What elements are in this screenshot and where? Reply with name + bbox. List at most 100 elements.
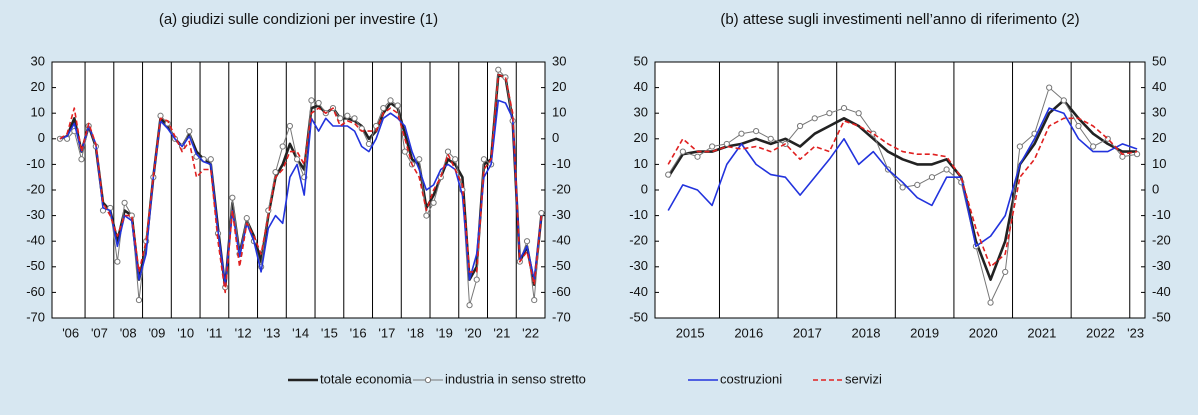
y-tick-label: -40 (26, 233, 45, 248)
x-tick-label: '09 (148, 325, 165, 340)
y2-tick-label: 30 (1152, 105, 1166, 120)
y-tick-label: -10 (629, 207, 648, 222)
series-marker (943, 166, 950, 173)
series-marker (531, 296, 538, 304)
x-tick-label: 2018 (852, 325, 881, 340)
y-tick-label: -30 (26, 207, 45, 222)
series-marker (416, 156, 423, 163)
series-line (667, 107, 1138, 248)
series-line (667, 99, 1138, 281)
series-marker (709, 143, 716, 150)
series-marker (987, 299, 994, 306)
series-marker (286, 122, 293, 130)
y2-tick-label: 30 (552, 53, 566, 68)
series-marker (840, 104, 848, 112)
y-tick-label: 50 (634, 53, 648, 68)
plot-area (655, 62, 1145, 318)
x-tick-label: 2019 (910, 325, 939, 340)
y2-tick-label: -30 (552, 207, 571, 222)
series-line (59, 69, 542, 306)
y-tick-label: -50 (629, 309, 648, 324)
series-marker (796, 122, 804, 130)
y2-tick-label: -40 (552, 233, 571, 248)
legend-marker (424, 376, 432, 384)
x-tick-label: '21 (493, 325, 510, 340)
x-tick-label: '17 (378, 325, 395, 340)
x-tick-label: '16 (350, 325, 367, 340)
y-tick-label: 10 (634, 156, 648, 171)
y-tick-label: 30 (634, 105, 648, 120)
series-marker (186, 128, 193, 135)
series-marker (538, 209, 545, 217)
series-marker (1002, 268, 1009, 276)
y-tick-label: -10 (26, 156, 45, 171)
y-tick-label: -40 (629, 284, 648, 299)
series-marker (767, 135, 774, 142)
series-marker (279, 143, 286, 150)
legend-label: servizi (845, 371, 882, 386)
series-line (59, 74, 543, 294)
series-marker (337, 115, 344, 122)
series-marker (114, 258, 121, 265)
x-tick-label: '15 (321, 325, 338, 340)
plot-area (52, 62, 545, 318)
y2-tick-label: -30 (1152, 258, 1171, 273)
x-tick-label: '11 (206, 325, 222, 340)
x-tick-label: '23 (1127, 325, 1144, 340)
x-tick-label: 2020 (969, 325, 998, 340)
x-tick-label: '19 (436, 325, 453, 340)
y-tick-label: -20 (26, 181, 45, 196)
series-line (59, 99, 543, 286)
x-tick-label: '20 (465, 325, 482, 340)
series-marker (78, 156, 85, 163)
series-marker (365, 140, 373, 148)
y2-tick-label: 20 (1152, 130, 1166, 145)
y2-tick-label: -10 (552, 156, 571, 171)
series-marker (1016, 143, 1023, 150)
series-marker (444, 148, 452, 155)
x-tick-label: '18 (407, 325, 424, 340)
y2-tick-label: 0 (1152, 181, 1159, 196)
series-marker (466, 302, 473, 309)
chart-title: (a) giudizi sulle condizioni per investi… (159, 11, 438, 28)
legend-label: industria in senso stretto (445, 371, 586, 386)
y-tick-label: -70 (26, 309, 45, 324)
series-marker (811, 115, 818, 122)
series-marker (243, 215, 250, 222)
y2-tick-label: 20 (552, 79, 566, 94)
series-marker (1046, 84, 1053, 91)
series-marker (738, 130, 745, 137)
y-tick-label: 20 (31, 79, 45, 94)
series-marker (452, 156, 459, 163)
x-tick-label: '08 (120, 325, 137, 340)
y-tick-label: -30 (629, 258, 648, 273)
series-marker (229, 194, 236, 201)
x-tick-label: 2015 (676, 325, 705, 340)
y2-tick-label: -70 (552, 309, 571, 324)
y2-tick-label: -50 (1152, 309, 1171, 324)
y2-tick-label: -50 (552, 258, 571, 273)
y2-tick-label: 40 (1152, 79, 1166, 94)
series-marker (753, 128, 760, 135)
series-marker (344, 112, 351, 119)
x-tick-label: 2017 (793, 325, 822, 340)
series-marker (430, 199, 437, 206)
series-marker (387, 97, 394, 104)
series-marker (1075, 122, 1082, 130)
series-marker (928, 174, 936, 181)
series-marker (679, 148, 686, 155)
y-tick-label: 10 (31, 105, 45, 120)
y-tick-label: -20 (629, 233, 648, 248)
x-tick-label: '22 (522, 325, 539, 340)
x-tick-label: 2022 (1086, 325, 1115, 340)
y2-tick-label: 0 (552, 130, 559, 145)
series-marker (914, 181, 921, 188)
series-marker (351, 115, 358, 122)
series-marker (401, 148, 408, 155)
y2-tick-label: -40 (1152, 284, 1171, 299)
y2-tick-label: 10 (552, 105, 566, 120)
series-marker (665, 171, 672, 178)
legend-label: totale economia (320, 371, 413, 386)
series-marker (121, 199, 128, 206)
